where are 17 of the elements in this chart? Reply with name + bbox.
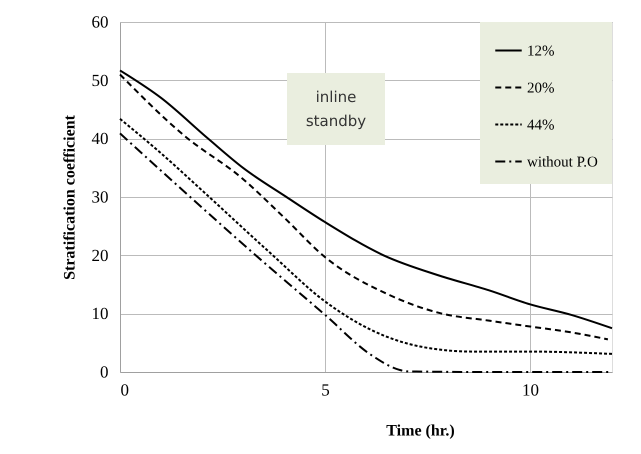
legend-label: 12% bbox=[527, 44, 554, 60]
y-tick-label: 50 bbox=[92, 70, 108, 90]
y-tick-label: 20 bbox=[92, 246, 108, 265]
y-tick-label: 0 bbox=[100, 362, 108, 382]
y-tick-label: 60 bbox=[92, 12, 108, 32]
legend-label: 20% bbox=[527, 80, 554, 96]
legend-label: without P.O bbox=[527, 154, 598, 170]
x-tick-label: 0 bbox=[120, 380, 129, 400]
y-tick-label: 10 bbox=[92, 304, 108, 324]
x-tick-label: 5 bbox=[321, 380, 330, 400]
legend-label: 44% bbox=[527, 118, 554, 134]
x-tick-label: 10 bbox=[522, 380, 539, 400]
annotation: inline standby bbox=[306, 88, 366, 130]
y-axis-title: Stratification coefficient bbox=[62, 114, 78, 280]
y-tick-label: 40 bbox=[92, 129, 108, 148]
y-tick-label: 30 bbox=[92, 188, 108, 206]
x-axis-title: Time (hr.) bbox=[386, 422, 455, 440]
